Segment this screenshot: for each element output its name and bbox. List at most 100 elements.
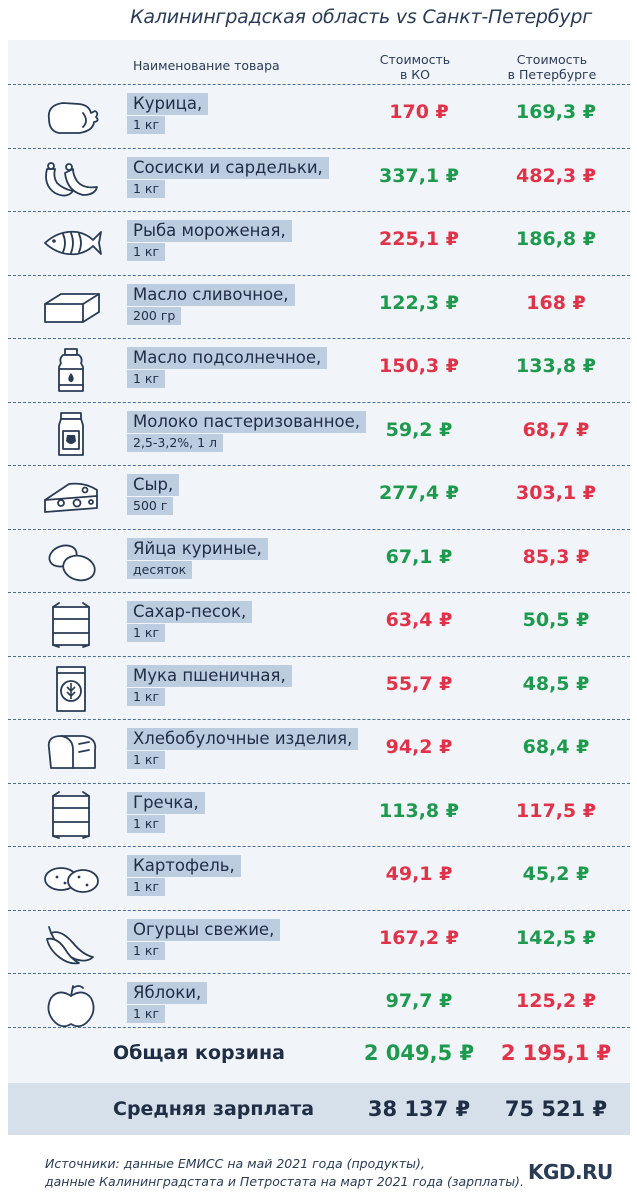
price-spb: 303,1 ₽	[516, 482, 596, 504]
price-ko: 63,4 ₽	[385, 609, 453, 631]
price-spb: 186,8 ₽	[516, 228, 596, 250]
table-row: Гречка, 1 кг 113,8 ₽ 117,5 ₽	[8, 782, 630, 846]
price-ko: 150,3 ₽	[379, 355, 459, 377]
product-unit: 1 кг	[127, 370, 166, 388]
column-header-ko: Стоимость в КО	[350, 52, 480, 82]
sugar-sack-icon	[36, 597, 106, 651]
product-unit: 1 кг	[127, 878, 166, 896]
product-name: Сосиски и сардельки,	[127, 156, 329, 179]
page-title: Калининградская область vs Санкт-Петербу…	[130, 6, 592, 28]
potato-icon	[36, 851, 106, 905]
oil-bottle-icon	[36, 343, 106, 397]
price-spb: 142,5 ₽	[516, 926, 596, 949]
product-unit: 1 кг	[127, 941, 166, 960]
apple-icon	[36, 978, 106, 1032]
table-row: Яблоки, 1 кг 97,7 ₽ 125,2 ₽	[8, 973, 630, 1036]
price-ko: 225,1 ₽	[379, 228, 459, 250]
total-basket-row: Общая корзина 2 049,5 ₽ 2 195,1 ₽	[8, 1027, 630, 1083]
product-unit: 1 кг	[127, 814, 166, 833]
price-ko: 55,7 ₽	[385, 672, 453, 695]
price-spb: 50,5 ₽	[522, 609, 590, 631]
column-header-spb-line1: Стоимость	[516, 52, 588, 67]
buckwheat-sack-icon	[36, 788, 106, 842]
price-spb: 117,5 ₽	[516, 799, 596, 822]
table-row: Огурцы свежие, 1 кг 167,2 ₽ 142,5 ₽	[8, 909, 630, 973]
price-spb: 125,2 ₽	[516, 990, 596, 1012]
product-name: Масло подсолнечное,	[127, 347, 328, 369]
table-row: Сыр, 500 г 277,4 ₽ 303,1 ₽	[8, 465, 630, 528]
column-header-name: Наименование товара	[133, 58, 280, 73]
column-header-spb-line2: в Петербурге	[507, 67, 597, 82]
product-unit: 1 кг	[127, 116, 166, 134]
price-spb: 482,3 ₽	[516, 164, 596, 187]
price-ko: 277,4 ₽	[379, 482, 459, 504]
total-basket-spb-price: 2 195,1 ₽	[500, 1041, 612, 1065]
product-unit: 1 кг	[127, 687, 166, 706]
price-spb: 169,3 ₽	[516, 101, 596, 123]
product-name: Яйца куриные,	[127, 537, 268, 560]
price-ko: 122,3 ₽	[379, 291, 459, 314]
price-table-panel	[8, 40, 630, 1135]
column-header-ko-line1: Стоимость	[379, 52, 451, 67]
sources-note: Источники: данные ЕМИСС на май 2021 года…	[45, 1155, 524, 1191]
price-spb: 133,8 ₽	[516, 355, 596, 377]
product-name: Гречка,	[127, 791, 205, 814]
cheese-icon	[36, 470, 106, 524]
flour-bag-icon	[36, 661, 106, 715]
price-ko: 59,2 ₽	[385, 418, 453, 441]
price-spb: 68,7 ₽	[522, 418, 590, 441]
product-name: Картофель,	[127, 855, 241, 877]
sources-line-2: данные Калининградстата и Петростата на …	[45, 1174, 524, 1189]
product-unit: 1 кг	[127, 179, 166, 198]
brand-logo: KGD.RU	[528, 1160, 613, 1184]
table-row: Рыба мороженая, 1 кг 225,1 ₽ 186,8 ₽	[8, 211, 630, 274]
price-spb: 168 ₽	[526, 291, 586, 314]
price-ko: 337,1 ₽	[379, 164, 459, 187]
table-row: Сосиски и сардельки, 1 кг 337,1 ₽ 482,3 ₽	[8, 147, 630, 211]
product-name: Рыба мороженая,	[127, 220, 292, 242]
product-name: Хлебобулочные изделия,	[127, 728, 359, 750]
sausages-icon	[36, 153, 106, 207]
table-row: Молоко пастеризованное, 2,5-3,2%, 1 л 59,2…	[8, 401, 630, 465]
product-name: Сахар-песок,	[127, 601, 253, 623]
milk-carton-icon	[36, 407, 106, 461]
price-spb: 48,5 ₽	[522, 672, 590, 695]
eggs-icon	[36, 534, 106, 588]
bread-icon	[36, 724, 106, 778]
table-row: Курица, 1 кг 170 ₽ 169,3 ₽	[8, 84, 630, 147]
price-spb: 45,2 ₽	[522, 863, 590, 885]
price-ko: 49,1 ₽	[385, 863, 453, 885]
column-header-ko-line2: в КО	[399, 67, 431, 82]
product-unit: 1 кг	[127, 624, 166, 642]
product-unit: 1 кг	[127, 751, 166, 769]
cucumber-icon	[36, 915, 106, 969]
sources-line-1: Источники: данные ЕМИСС на май 2021 года…	[45, 1156, 425, 1171]
average-salary-row: Средняя зарплата 38 137 ₽ 75 521 ₽	[8, 1083, 630, 1135]
product-name: Молоко пастеризованное,	[127, 410, 366, 433]
average-salary-ko: 38 137 ₽	[367, 1097, 471, 1121]
average-salary-label: Средняя зарплата	[113, 1098, 315, 1120]
product-name: Курица,	[127, 93, 209, 115]
price-spb: 68,4 ₽	[522, 736, 590, 758]
table-row: Сахар-песок, 1 кг 63,4 ₽ 50,5 ₽	[8, 592, 630, 655]
price-ko: 170 ₽	[389, 101, 449, 123]
product-unit: 2,5-3,2%, 1 л	[127, 433, 224, 452]
butter-icon	[36, 280, 106, 334]
price-ko: 67,1 ₽	[385, 545, 453, 568]
table-row: Масло подсолнечное, 1 кг 150,3 ₽ 133,8 ₽	[8, 338, 630, 401]
total-basket-label: Общая корзина	[113, 1042, 285, 1064]
product-name: Яблоки,	[127, 982, 208, 1004]
product-name: Масло сливочное,	[127, 283, 295, 306]
product-name: Огурцы свежие,	[127, 918, 281, 941]
product-unit: 1 кг	[127, 243, 166, 261]
price-spb: 85,3 ₽	[522, 545, 590, 568]
table-row: Яйца куриные, десяток 67,1 ₽ 85,3 ₽	[8, 528, 630, 592]
table-row: Хлебобулочные изделия, 1 кг 94,2 ₽ 68,4 ₽	[8, 719, 630, 782]
table-row: Картофель, 1 кг 49,1 ₽ 45,2 ₽	[8, 846, 630, 909]
price-ko: 94,2 ₽	[385, 736, 453, 758]
table-row: Мука пшеничная, 1 кг 55,7 ₽ 48,5 ₽	[8, 655, 630, 719]
fish-icon	[36, 216, 106, 270]
product-unit: 500 г	[127, 497, 174, 515]
price-ko: 97,7 ₽	[385, 990, 453, 1012]
table-row: Масло сливочное, 200 гр 122,3 ₽ 168 ₽	[8, 274, 630, 338]
